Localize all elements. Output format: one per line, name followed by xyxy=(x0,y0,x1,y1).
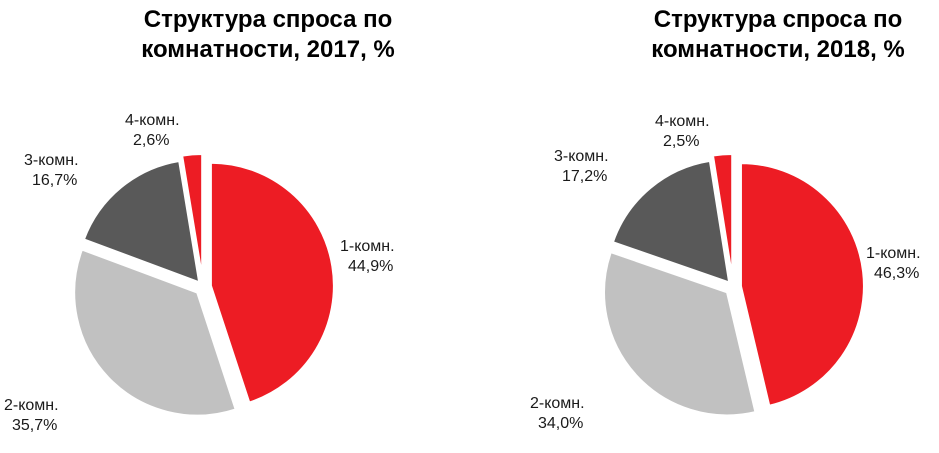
pie-2017-label-3-value: 16,7% xyxy=(32,172,77,189)
pie-2017-label-4: 4-комн. 2,6% xyxy=(125,112,180,149)
pie-2017-label-3: 3-комн. 16,7% xyxy=(24,152,79,189)
pie-2018-label-2-value: 34,0% xyxy=(538,415,583,432)
pie-2017-label-1-category: 1-комн. xyxy=(340,238,395,255)
pie-2018-slice-4 xyxy=(711,153,734,278)
pie-2017-slice-2 xyxy=(73,248,237,417)
pie-2017-label-1: 1-комн. 44,9% xyxy=(340,238,395,275)
pie-2018-slice-2 xyxy=(603,250,757,417)
pie-2017-label-2-category: 2-комн. xyxy=(4,397,59,414)
pie-2017-label-3-category: 3-комн. xyxy=(24,152,79,169)
pie-2017-label-4-value: 2,6% xyxy=(133,132,169,149)
chart-title-2017-line1: Структура спроса по xyxy=(143,6,393,33)
chart-title-2017-line2: комнатности, 2017, % xyxy=(141,36,395,63)
pie-2017-label-2: 2-комн. 35,7% xyxy=(4,397,59,434)
chart-title-2017: Структура спроса по комнатности, 2017, % xyxy=(108,5,428,65)
pie-2018-label-1-value: 46,3% xyxy=(874,265,919,282)
chart-title-2018-line2: комнатности, 2018, % xyxy=(651,36,905,63)
pie-2017-slice-4 xyxy=(181,153,204,278)
pie-2018-label-3: 3-комн. 17,2% xyxy=(554,148,609,185)
pie-2018-label-4-value: 2,5% xyxy=(663,133,699,150)
chart-title-2018-line1: Структура спроса по xyxy=(653,6,903,33)
pie-2018-label-3-category: 3-комн. xyxy=(554,148,609,165)
pie-2018-label-4: 4-комн. 2,5% xyxy=(655,113,710,150)
pie-2018-label-3-value: 17,2% xyxy=(562,168,607,185)
pie-2017-slice-3 xyxy=(82,159,201,284)
chart-title-2018: Структура спроса по комнатности, 2018, % xyxy=(618,5,938,65)
pie-2018-label-1: 1-комн. 46,3% xyxy=(866,245,921,282)
pie-2018-label-4-category: 4-комн. xyxy=(655,113,710,130)
pie-2018-slice-1 xyxy=(739,162,865,407)
pie-2017-label-1-value: 44,9% xyxy=(348,258,393,275)
pie-2018-slice-3 xyxy=(611,159,731,284)
pie-2017-slice-1 xyxy=(209,161,335,404)
pie-2018-label-1-category: 1-комн. xyxy=(866,245,921,262)
pie-2017-label-4-category: 4-комн. xyxy=(125,112,180,129)
pie-2018-label-2-category: 2-комн. xyxy=(530,395,585,412)
pie-2017-label-2-value: 35,7% xyxy=(12,417,57,434)
pie-2018-label-2: 2-комн. 34,0% xyxy=(530,395,585,432)
